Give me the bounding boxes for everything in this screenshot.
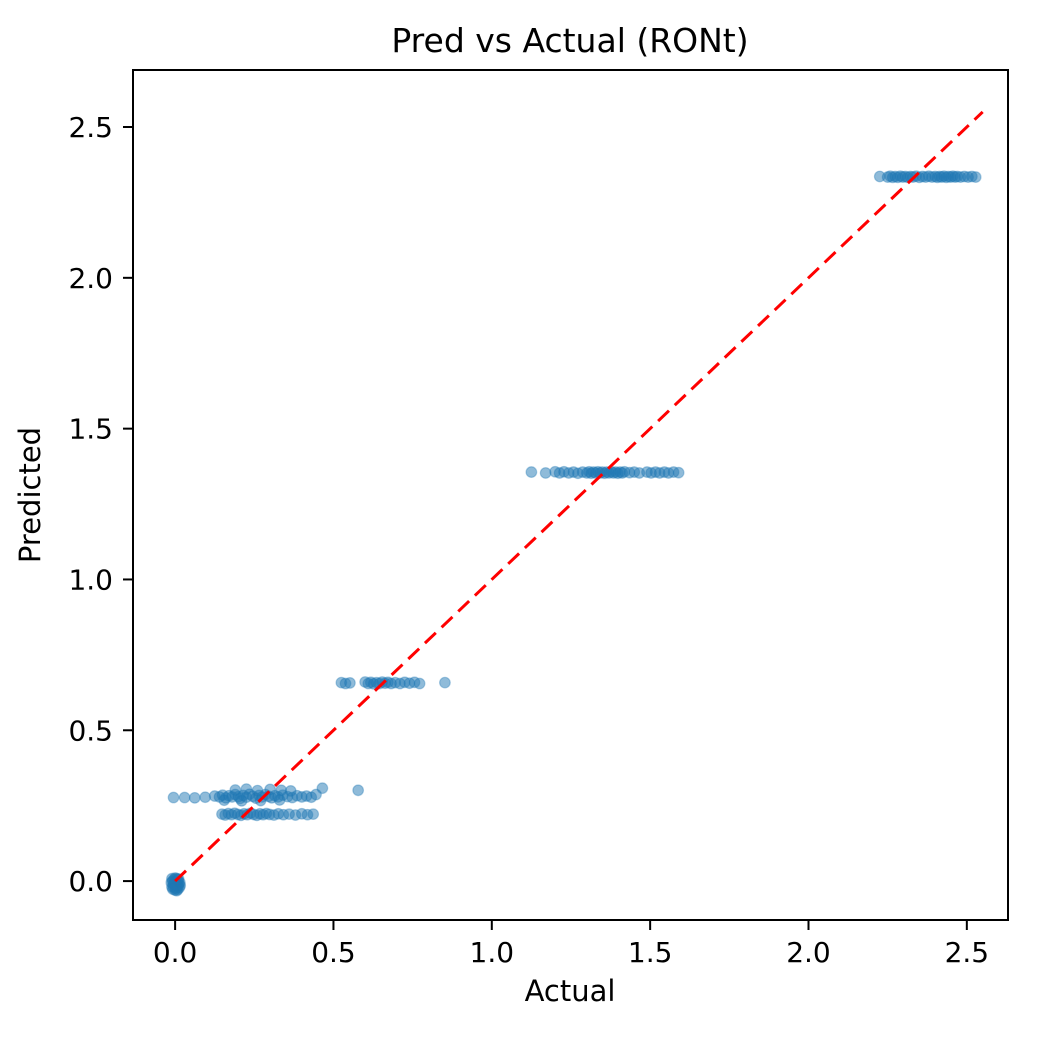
- scatter-point: [273, 794, 286, 806]
- scatter-point: [413, 677, 426, 690]
- x-tick-label: 1.5: [628, 936, 673, 969]
- scatter-point: [672, 466, 685, 479]
- x-axis-ticks: 0.0 0.5 1.0 1.5 2.0 2.5: [153, 920, 989, 969]
- y-tick-label: 0.0: [68, 865, 113, 898]
- scatter-point: [969, 171, 982, 183]
- y-tick-label: 2.0: [68, 262, 113, 295]
- scatter-point: [439, 676, 451, 689]
- scatter-point: [525, 466, 538, 478]
- identity-line: [174, 110, 984, 883]
- y-tick-label: 0.5: [68, 714, 113, 747]
- scatter-point: [188, 791, 201, 804]
- y-axis-ticks: 0.0 0.5 1.0 1.5 2.0 2.5: [68, 111, 133, 898]
- scatter-point: [316, 782, 329, 795]
- scatter-point: [240, 783, 253, 795]
- scatter-points-group: [165, 170, 982, 897]
- scatter-point: [178, 791, 191, 804]
- scatter-point: [229, 784, 242, 796]
- plot-frame: [132, 69, 1009, 921]
- y-tick-label: 1.0: [68, 563, 113, 596]
- scatter-point: [167, 883, 179, 896]
- scatter-point: [307, 808, 320, 821]
- chart-title: Pred vs Actual (RONt): [391, 21, 748, 60]
- scatter-point: [251, 784, 264, 797]
- y-tick-label: 2.5: [68, 111, 113, 144]
- y-tick-label: 1.5: [68, 413, 113, 446]
- scatter-point: [218, 794, 231, 807]
- x-tick-label: 0.5: [311, 936, 356, 969]
- x-tick-label: 1.0: [470, 936, 515, 969]
- scatter-point: [167, 791, 180, 804]
- scatter-point: [235, 794, 248, 807]
- scatter-point: [284, 785, 297, 797]
- x-tick-label: 0.0: [153, 936, 198, 969]
- scatter-point: [539, 467, 552, 479]
- x-axis-label: Actual: [525, 974, 616, 1008]
- y-axis-label: Predicted: [13, 427, 47, 563]
- x-tick-label: 2.0: [786, 936, 831, 969]
- scatter-point: [199, 791, 212, 804]
- scatter-point: [352, 784, 365, 797]
- x-tick-label: 2.5: [945, 936, 990, 969]
- scatter-point: [344, 677, 356, 689]
